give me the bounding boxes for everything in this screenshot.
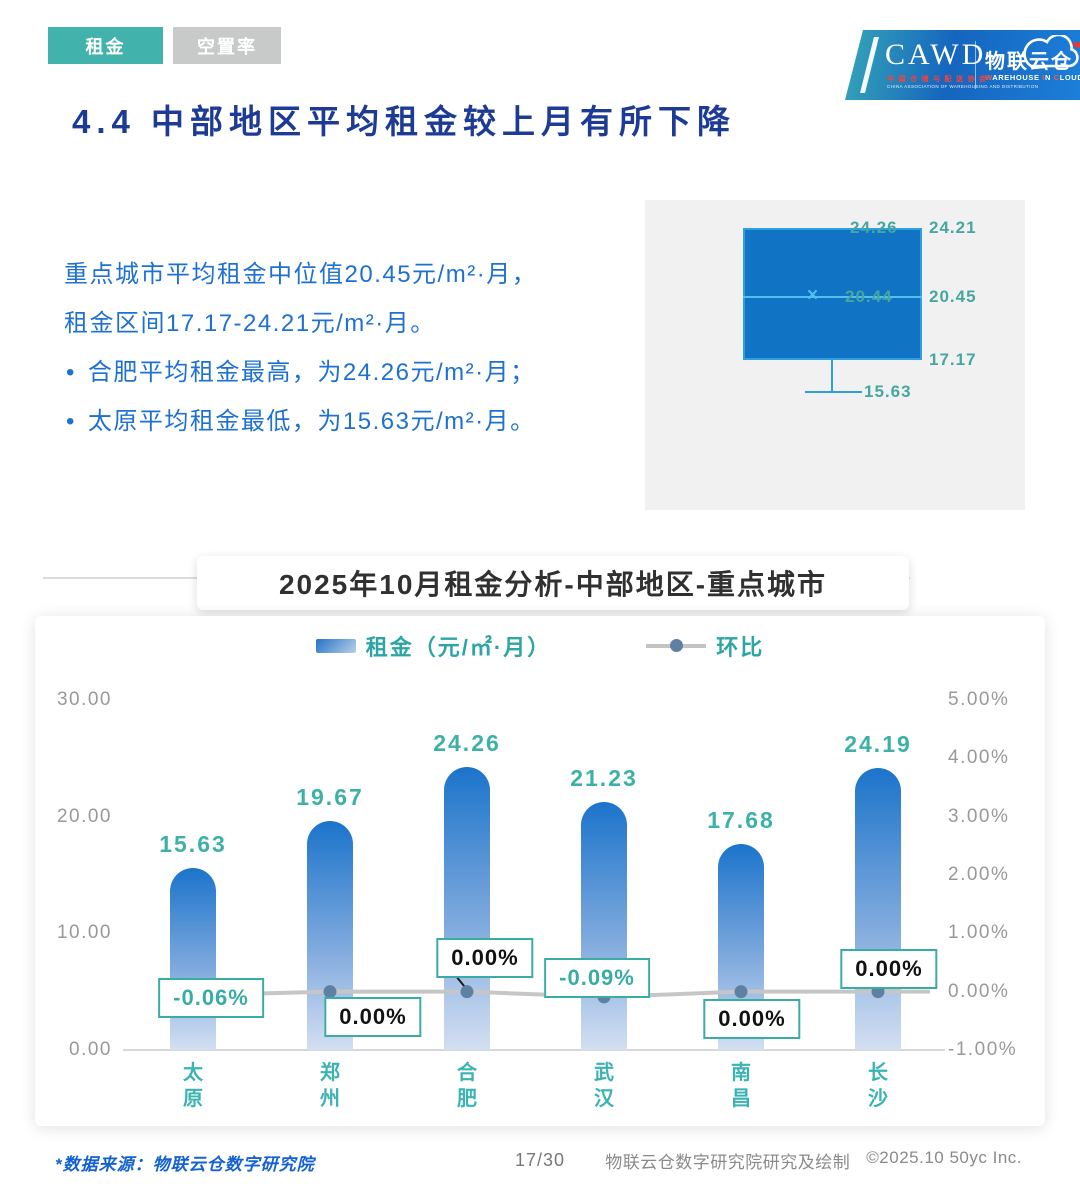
summary-bullet-2: 太原平均租金最低，为15.63元/m²·月。: [64, 397, 664, 446]
mom-value-label: -0.06%: [158, 978, 264, 1019]
left-axis-tick: 30.00: [56, 689, 112, 710]
rent-bar: [581, 802, 627, 1050]
brand-subtitle: WAREHOUSE IN CLOUD: [985, 73, 1080, 82]
tab-rent[interactable]: 租金: [48, 27, 163, 64]
bar-value-label: 21.23: [570, 765, 638, 792]
page-number: 17/30: [514, 1150, 566, 1170]
slash-decoration: [860, 37, 879, 93]
boxplot-label-mean: 20.44: [845, 287, 893, 306]
mom-value-label: 0.00%: [703, 998, 801, 1039]
right-axis-tick: -1.00%: [948, 1039, 1018, 1060]
brand-name: 物联云仓: [985, 51, 1073, 73]
left-axis-tick: 0.00: [69, 1039, 112, 1060]
boxplot-label-lower: 17.17: [929, 350, 977, 369]
mom-value-label: 0.00%: [840, 948, 938, 989]
right-axis-tick: 4.00%: [948, 747, 1010, 769]
cawd-subtitle-en: CHINA ASSOCIATION OF WAREHOUSING AND DIS…: [887, 84, 1039, 89]
rent-bar: [444, 766, 490, 1050]
x-axis-label: 合 肥: [457, 1062, 477, 1110]
legend-rent-label: 租金（元/㎡·月）: [365, 635, 552, 660]
summary-line-1: 重点城市平均租金中位值20.45元/m²·月，: [64, 261, 538, 288]
chart-legend: 租金（元/㎡·月） 环比: [0, 630, 1080, 662]
boxplot-median-line: [743, 296, 922, 298]
page-title: 4.4 中部地区平均租金较上月有所下降: [72, 103, 737, 140]
bar-legend-icon: [315, 639, 356, 653]
boxplot-whisker-cap: [805, 391, 862, 393]
x-axis-label: 南 昌: [731, 1062, 751, 1110]
right-axis-tick: 2.00%: [948, 864, 1010, 885]
right-axis-tick: 5.00%: [948, 689, 1010, 710]
boxplot-label-median: 20.45: [929, 287, 977, 306]
x-axis-label: 武 汉: [594, 1062, 614, 1110]
boxplot-box: [743, 228, 922, 360]
x-axis-label: 太 原: [183, 1062, 203, 1110]
line-legend-icon: [646, 639, 707, 652]
x-axis-line: [123, 1049, 945, 1051]
brand-logo: 物联云仓 WAREHOUSE IN CLOUD: [985, 35, 1080, 82]
legend-item-rent: 租金（元/㎡·月）: [315, 630, 552, 662]
rent-bar: [170, 867, 216, 1050]
bar-value-label: 17.68: [707, 806, 775, 833]
boxplot-mean-marker: ×: [807, 285, 819, 306]
bar-value-label: 19.67: [296, 783, 364, 810]
x-axis-label: 长 沙: [868, 1062, 888, 1110]
summary-bullet-1: 合肥平均租金最高，为24.26元/m²·月；: [64, 348, 664, 397]
left-axis-tick: 20.00: [56, 805, 112, 827]
bar-value-label: 24.19: [844, 730, 912, 757]
data-source-note: *数据来源：物联云仓数字研究院: [55, 1155, 315, 1174]
cloud-icon: [1023, 35, 1079, 68]
legend-mom-label: 环比: [716, 635, 765, 660]
brand-banner: CAWD 中国仓储与配送协会 CHINA ASSOCIATION OF WARE…: [845, 30, 1080, 100]
footer-copyright: ©2025.10 50yc Inc.: [866, 1148, 1022, 1167]
right-axis-tick: 1.00%: [948, 922, 1010, 944]
legend-item-mom: 环比: [646, 630, 764, 662]
tab-vacancy[interactable]: 空置率: [173, 27, 281, 64]
left-axis-tick: 10.00: [56, 922, 112, 944]
bar-value-label: 24.26: [433, 729, 501, 756]
chart-title: 2025年10月租金分析-中部地区-重点城市: [197, 556, 909, 610]
right-axis-tick: 3.00%: [948, 805, 1010, 827]
mom-value-label: 0.00%: [324, 996, 422, 1037]
boxplot-label-min: 15.63: [864, 382, 912, 401]
boxplot-label-upper: 24.21: [929, 218, 977, 237]
bar-value-label: 15.63: [159, 830, 227, 857]
summary-text: 重点城市平均租金中位值20.45元/m²·月， 租金区间17.17-24.21元…: [64, 250, 664, 446]
mom-value-label: 0.00%: [436, 937, 534, 978]
footer-credit: 物联云仓数字研究院研究及绘制: [605, 1153, 851, 1172]
cawd-subtitle-cn: 中国仓储与配送协会: [887, 76, 991, 83]
boxplot-label-max: 24.26: [850, 218, 898, 237]
boxplot-whisker: [831, 358, 833, 392]
footer-credit-row: 物联云仓数字研究院研究及绘制 ©2025.10 50yc Inc.: [560, 1148, 1022, 1173]
right-axis-tick: 0.00%: [948, 980, 1010, 1002]
logo-divider: [975, 41, 976, 89]
x-axis-label: 郑 州: [320, 1062, 340, 1110]
summary-line-2: 租金区间17.17-24.21元/m²·月。: [64, 310, 436, 337]
cawd-logo: CAWD: [885, 38, 987, 71]
boxplot-panel: × 24.26 24.21 20.44 20.45 17.17 15.63: [645, 200, 1025, 510]
mom-value-label: -0.09%: [544, 957, 650, 998]
rent-bar: [855, 767, 901, 1050]
